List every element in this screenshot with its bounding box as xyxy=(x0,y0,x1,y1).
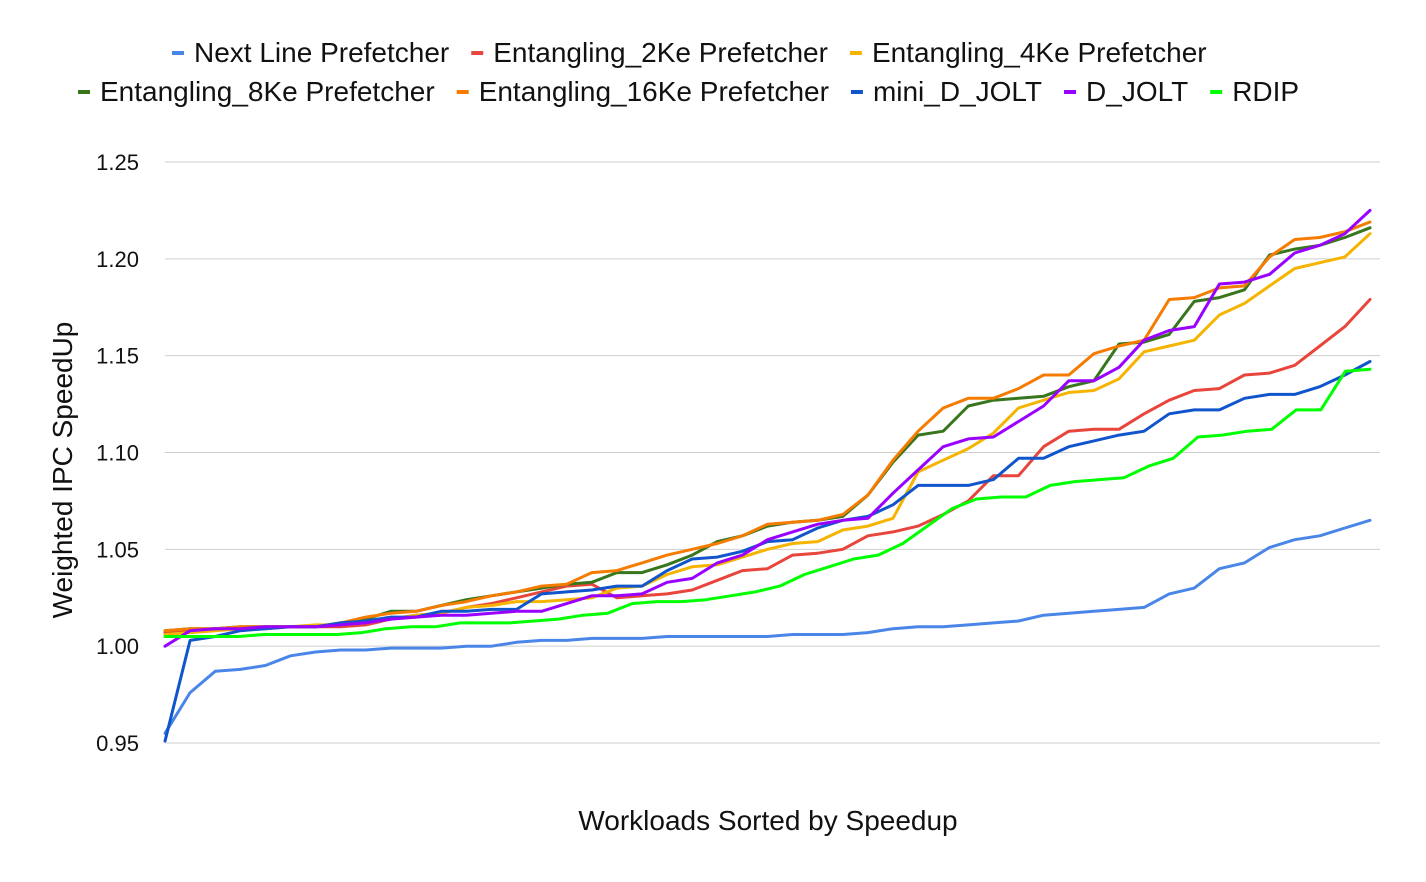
y-tick-label: 1.20 xyxy=(96,247,139,272)
y-tick-label: 1.15 xyxy=(96,344,139,369)
series-line-4 xyxy=(163,220,1372,633)
series-line-7 xyxy=(163,367,1372,638)
legend-label: Entangling_4Ke Prefetcher xyxy=(872,37,1207,68)
y-tick-label: 0.95 xyxy=(96,731,139,756)
legend-label: RDIP xyxy=(1232,76,1299,107)
series-line-6 xyxy=(163,208,1372,648)
y-axis-ticks: 0.95 1.00 1.05 1.10 1.15 1.20 1.25 xyxy=(96,150,139,756)
series-line-2 xyxy=(163,232,1372,636)
gridlines xyxy=(165,161,1380,744)
legend-label: Next Line Prefetcher xyxy=(194,37,449,68)
series-lines xyxy=(163,208,1372,743)
legend: Next Line Prefetcher Entangling_2Ke Prefe… xyxy=(78,37,1299,107)
y-tick-label: 1.10 xyxy=(96,441,139,466)
y-axis-title: Weighted IPC SpeedUp xyxy=(47,322,78,619)
y-tick-label: 1.25 xyxy=(96,150,139,175)
series-line-0 xyxy=(163,518,1372,735)
series-line-3 xyxy=(163,226,1372,633)
x-axis-title: Workloads Sorted by Speedup xyxy=(578,805,957,836)
series-line-1 xyxy=(163,298,1372,635)
legend-label: Entangling_8Ke Prefetcher xyxy=(100,76,435,107)
legend-label: Entangling_16Ke Prefetcher xyxy=(479,76,829,107)
y-tick-label: 1.00 xyxy=(96,634,139,659)
legend-label: Entangling_2Ke Prefetcher xyxy=(493,37,828,68)
series-line-5 xyxy=(163,360,1372,743)
y-tick-label: 1.05 xyxy=(96,537,139,562)
legend-label: mini_D_JOLT xyxy=(873,76,1042,107)
legend-label: D_JOLT xyxy=(1086,76,1188,107)
